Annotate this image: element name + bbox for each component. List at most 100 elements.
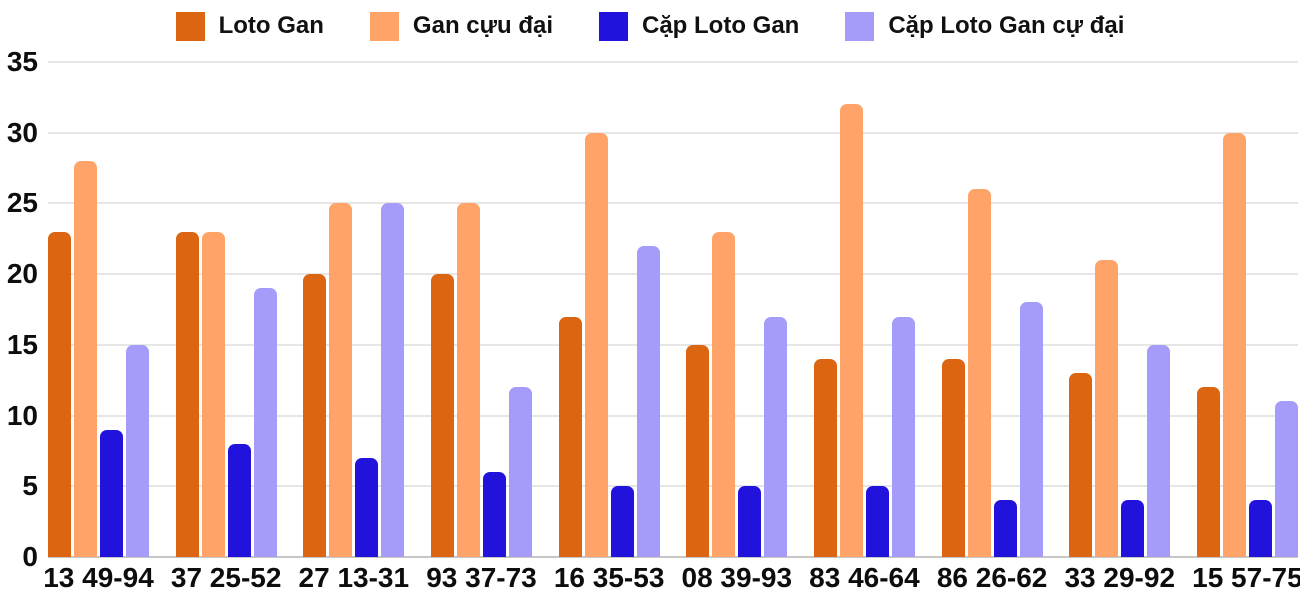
legend-swatch-icon [175, 11, 205, 41]
legend-label: Cặp Loto Gan [642, 12, 800, 39]
legend-item-series-3[interactable]: Cặp Loto Gan cự đại [845, 11, 1125, 41]
bar [738, 486, 762, 557]
bar [1069, 373, 1093, 557]
y-tick-label-35: 35 [6, 46, 38, 77]
bar [74, 161, 97, 557]
bar [100, 429, 123, 557]
chart-legend: Loto Gan Gan cựu đại Cặp Loto Gan Cặp Loto … [0, 0, 1300, 42]
bar [1248, 500, 1272, 557]
bar [126, 344, 149, 557]
bar [636, 245, 660, 557]
legend-label: Gan cựu đại [412, 12, 553, 39]
bar [891, 316, 915, 557]
gridline-35 [48, 61, 1298, 63]
x-category-label: 93 37-73 [426, 562, 537, 593]
bar [686, 344, 710, 557]
bar [1147, 344, 1171, 557]
y-tick-label-10: 10 [6, 399, 38, 431]
bar [1121, 500, 1145, 557]
bar-group-6: 83 46-64 [809, 62, 920, 592]
legend-swatch-icon [369, 11, 399, 41]
bar [1196, 387, 1220, 557]
bar [1274, 401, 1298, 557]
y-tick-label-25: 25 [6, 187, 38, 219]
bar-group-5: 08 39-93 [682, 62, 792, 592]
bar-cluster [175, 62, 277, 557]
bar-cluster [558, 62, 660, 557]
bar [329, 203, 353, 557]
bar-group-0: 13 49-94 [43, 62, 154, 592]
x-category-label: 86 26-62 [936, 562, 1048, 593]
bar-group-1: 37 25-52 [171, 62, 281, 592]
bar-group-7: 86 26-62 [937, 62, 1047, 592]
bar [584, 132, 608, 557]
bars-area: 13 49-94 37 25-52 27 13-31 93 37-73 16 35-53… [43, 62, 1300, 592]
legend-label: Cặp Loto Gan cự đại [888, 12, 1125, 39]
bar [201, 231, 225, 557]
x-category-label: 33 29-92 [1064, 562, 1176, 593]
bar-cluster [1069, 62, 1171, 557]
plot-area: 13 49-94 37 25-52 27 13-31 93 37-73 16 35-53… [7, 48, 1300, 592]
bar [558, 316, 582, 557]
bar-cluster [303, 62, 405, 557]
legend-swatch-icon [845, 11, 875, 41]
legend-item-series-1[interactable]: Gan cựu đại [369, 11, 553, 41]
bar-group-9: 15 57-75 [1192, 62, 1300, 592]
legend-label: Loto Gan [218, 12, 324, 39]
bar [993, 500, 1017, 557]
gridline-15 [48, 343, 1298, 346]
bar-group-3: 93 37-73 [426, 62, 537, 592]
bar [1095, 260, 1119, 557]
bar-cluster [941, 62, 1043, 557]
x-category-label: 08 39-93 [681, 562, 793, 593]
bar [967, 189, 991, 557]
bar-group-4: 16 35-53 [554, 62, 664, 592]
y-tick-label-0: 0 [22, 541, 38, 572]
bar [941, 359, 965, 557]
bar-cluster [686, 62, 788, 557]
x-category-label: 83 46-64 [809, 562, 920, 593]
bar [456, 203, 480, 557]
bar [508, 387, 532, 557]
bar [303, 274, 327, 557]
y-tick-label-15: 15 [6, 328, 38, 360]
bar [1019, 302, 1043, 557]
bar-group-8: 33 29-92 [1064, 62, 1175, 592]
bar [610, 486, 634, 557]
bar [175, 231, 199, 557]
x-category-label: 37 25-52 [170, 562, 282, 593]
bar [430, 274, 454, 557]
bar-cluster [430, 62, 532, 557]
bar [48, 231, 71, 557]
bar [1222, 132, 1246, 557]
bar-cluster [48, 62, 149, 557]
x-category-label: 27 13-31 [298, 562, 410, 593]
bar [813, 359, 837, 557]
gridline-0 [48, 556, 1298, 558]
gridline-30 [48, 131, 1298, 134]
bar [381, 203, 405, 557]
x-category-label: 16 35-53 [553, 562, 665, 593]
x-category-label: 13 49-94 [43, 562, 154, 593]
y-tick-label-20: 20 [6, 258, 38, 290]
gridline-20 [48, 273, 1298, 276]
bar [839, 104, 863, 557]
x-category-label: 15 57-75 [1192, 562, 1300, 593]
legend-item-series-0[interactable]: Loto Gan [175, 11, 324, 41]
gridline-5 [48, 485, 1298, 488]
bar-cluster [813, 62, 915, 557]
y-tick-label-30: 30 [6, 116, 38, 148]
bar [482, 472, 506, 557]
bar [253, 288, 277, 557]
bar [227, 443, 251, 557]
legend-swatch-icon [599, 11, 628, 41]
legend-item-series-2[interactable]: Cặp Loto Gan [599, 11, 800, 41]
gridline-10 [48, 414, 1298, 417]
bar [355, 458, 379, 557]
bar [865, 486, 889, 557]
bar-cluster [1196, 62, 1298, 557]
bar-group-2: 27 13-31 [299, 62, 409, 592]
gridline-25 [48, 202, 1298, 205]
bar [712, 231, 736, 557]
